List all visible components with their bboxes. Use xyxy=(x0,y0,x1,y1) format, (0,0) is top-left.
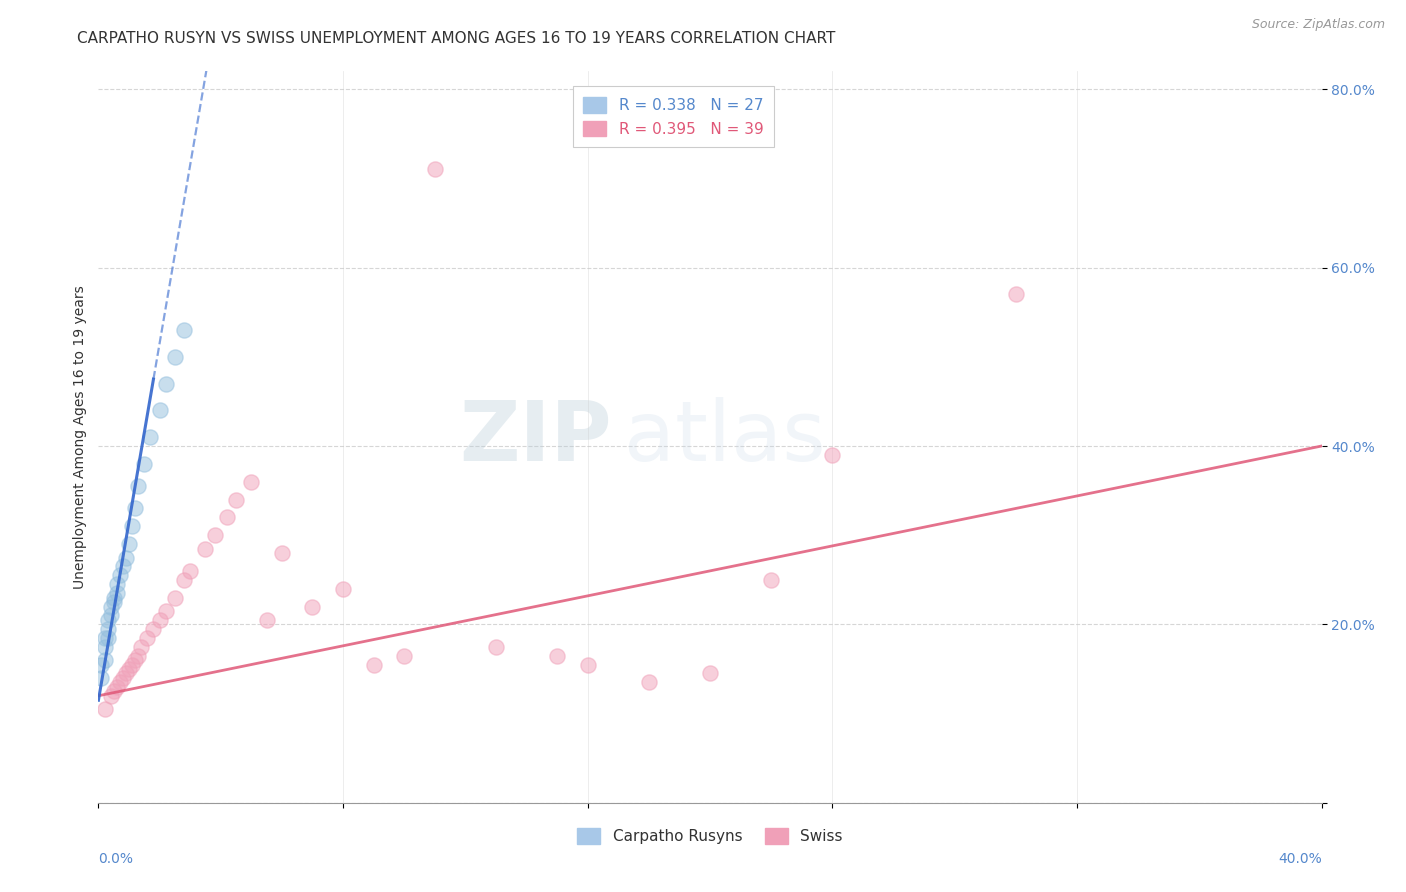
Point xyxy=(115,550,138,565)
Point xyxy=(546,648,568,663)
Text: 0.0%: 0.0% xyxy=(98,852,134,866)
Point xyxy=(100,689,122,703)
Point xyxy=(129,640,152,654)
Point xyxy=(111,559,134,574)
Point xyxy=(149,613,172,627)
Point xyxy=(103,684,125,698)
Point xyxy=(97,613,120,627)
Point xyxy=(97,631,120,645)
Point xyxy=(118,537,141,551)
Point xyxy=(127,648,149,663)
Point xyxy=(115,666,138,681)
Point xyxy=(363,657,385,672)
Point xyxy=(103,595,125,609)
Point xyxy=(173,323,195,337)
Point xyxy=(105,680,128,694)
Point xyxy=(134,457,156,471)
Point xyxy=(121,519,143,533)
Point xyxy=(215,510,238,524)
Point xyxy=(124,501,146,516)
Text: CARPATHO RUSYN VS SWISS UNEMPLOYMENT AMONG AGES 16 TO 19 YEARS CORRELATION CHART: CARPATHO RUSYN VS SWISS UNEMPLOYMENT AMO… xyxy=(77,31,835,46)
Text: ZIP: ZIP xyxy=(460,397,612,477)
Point xyxy=(93,653,115,667)
Point xyxy=(1004,287,1026,301)
Point xyxy=(576,657,599,672)
Point xyxy=(173,573,195,587)
Y-axis label: Unemployment Among Ages 16 to 19 years: Unemployment Among Ages 16 to 19 years xyxy=(73,285,87,589)
Point xyxy=(240,475,263,489)
Point xyxy=(105,577,128,591)
Point xyxy=(163,591,186,605)
Point xyxy=(139,430,162,444)
Point xyxy=(103,591,125,605)
Point xyxy=(90,671,112,685)
Point xyxy=(93,702,115,716)
Point xyxy=(149,403,172,417)
Point xyxy=(423,162,446,177)
Text: 40.0%: 40.0% xyxy=(1278,852,1322,866)
Point xyxy=(93,631,115,645)
Text: Source: ZipAtlas.com: Source: ZipAtlas.com xyxy=(1251,18,1385,31)
Point xyxy=(105,586,128,600)
Point xyxy=(124,653,146,667)
Point xyxy=(204,528,226,542)
Point xyxy=(90,657,112,672)
Point xyxy=(392,648,416,663)
Point xyxy=(127,479,149,493)
Point xyxy=(637,675,661,690)
Point xyxy=(108,675,131,690)
Point xyxy=(179,564,201,578)
Point xyxy=(136,631,159,645)
Point xyxy=(194,541,217,556)
Point xyxy=(155,604,177,618)
Point xyxy=(163,350,186,364)
Point xyxy=(759,573,782,587)
Point xyxy=(93,640,115,654)
Point xyxy=(111,671,134,685)
Point xyxy=(97,622,120,636)
Point xyxy=(270,546,292,560)
Point xyxy=(301,599,323,614)
Point xyxy=(821,448,844,462)
Text: atlas: atlas xyxy=(624,397,827,477)
Point xyxy=(485,640,508,654)
Point xyxy=(100,599,122,614)
Point xyxy=(256,613,278,627)
Point xyxy=(155,376,177,391)
Point xyxy=(225,492,247,507)
Point xyxy=(118,662,141,676)
Point xyxy=(142,622,165,636)
Point xyxy=(108,568,131,582)
Point xyxy=(121,657,143,672)
Point xyxy=(699,666,721,681)
Legend: Carpatho Rusyns, Swiss: Carpatho Rusyns, Swiss xyxy=(571,822,849,850)
Point xyxy=(100,608,122,623)
Point xyxy=(332,582,354,596)
